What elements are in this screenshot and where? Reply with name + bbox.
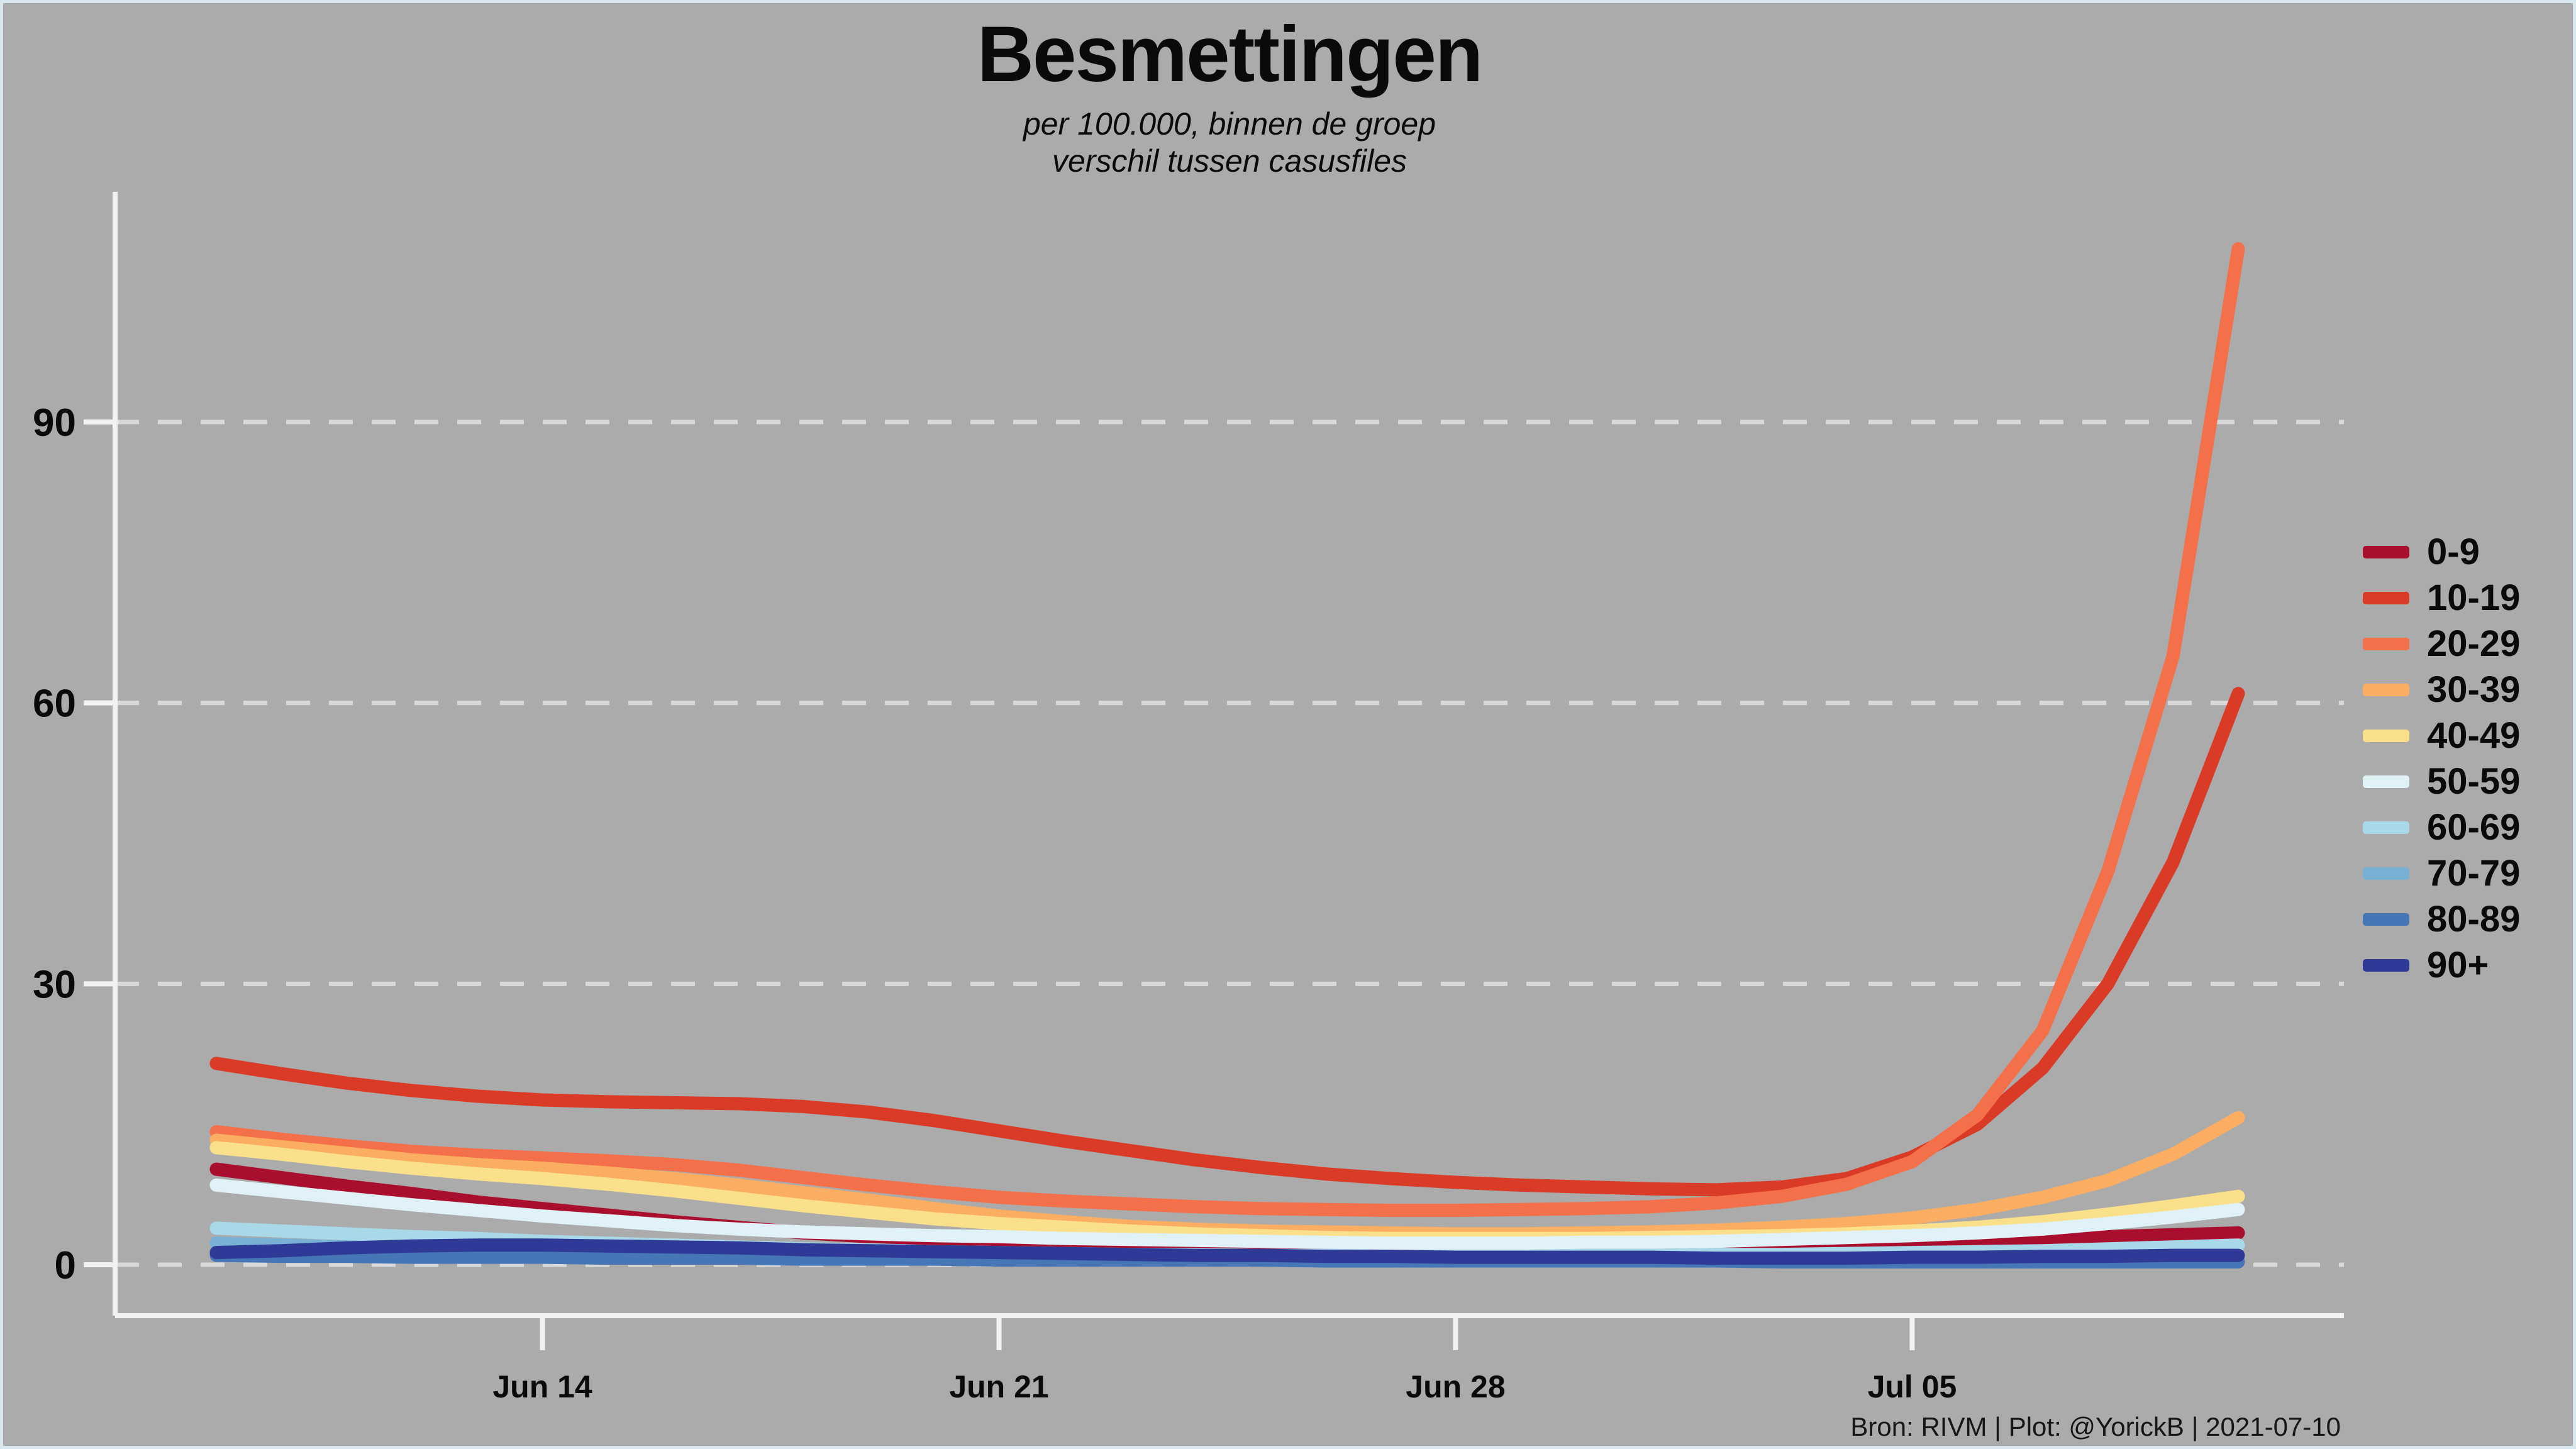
x-tick-label-Jun-21: Jun 21 <box>949 1369 1048 1404</box>
chart-legend: 0-9 10-19 20-29 30-39 40-49 50-59 60-69 70-79 80… <box>2363 529 2520 988</box>
legend-label-20-29: 20-29 <box>2427 623 2521 664</box>
page-subtitle-line2: verschil tussen casusfiles <box>1052 143 1407 179</box>
legend-swatch-10-19 <box>2363 591 2409 604</box>
legend-row-80-89: 80-89 <box>2363 896 2520 942</box>
legend-swatch-70-79 <box>2363 867 2409 880</box>
legend-swatch-50-59 <box>2363 775 2409 788</box>
legend-row-10-19: 10-19 <box>2363 575 2520 621</box>
source-credit: Bron: RIVM | Plot: @YorickB | 2021-07-10 <box>1850 1412 2341 1441</box>
legend-swatch-40-49 <box>2363 729 2409 742</box>
y-tick-label-90: 90 <box>33 401 76 445</box>
x-tick-label-Jul-05: Jul 05 <box>1868 1369 1957 1404</box>
legend-row-70-79: 70-79 <box>2363 850 2520 896</box>
legend-label-40-49: 40-49 <box>2427 714 2521 756</box>
legend-row-40-49: 40-49 <box>2363 713 2520 758</box>
y-tick-label-0: 0 <box>55 1244 76 1287</box>
tick-labels: 0 30 60 90 Jun 14 Jun 21 Jun 28 Jul 05 <box>33 401 1957 1404</box>
line-series-90+ <box>209 1238 2245 1265</box>
legend-swatch-0-9 <box>2363 545 2409 558</box>
legend-row-20-29: 20-29 <box>2363 621 2520 667</box>
legend-label-50-59: 50-59 <box>2427 760 2521 802</box>
x-tick-label-Jun-14: Jun 14 <box>492 1369 592 1404</box>
legend-row-30-39: 30-39 <box>2363 667 2520 713</box>
x-tick-label-Jun-28: Jun 28 <box>1406 1369 1505 1404</box>
legend-row-50-59: 50-59 <box>2363 758 2520 804</box>
line-chart: 0 30 60 90 Jun 14 Jun 21 Jun 28 Jul 05 <box>33 192 2344 1404</box>
line-series-10-19 <box>209 687 2245 1197</box>
page-subtitle-line1: per 100.000, binnen de groep <box>1023 106 1436 142</box>
y-tick-label-60: 60 <box>33 682 76 726</box>
page-title: Besmettingen <box>977 11 1484 98</box>
legend-swatch-80-89 <box>2363 913 2409 926</box>
legend-row-0-9: 0-9 <box>2363 529 2520 575</box>
line-series-20-29 <box>209 242 2245 1218</box>
legend-row-90+: 90+ <box>2363 942 2520 988</box>
legend-label-10-19: 10-19 <box>2427 577 2521 618</box>
y-tick-label-30: 30 <box>33 963 76 1006</box>
legend-label-80-89: 80-89 <box>2427 898 2521 940</box>
legend-row-60-69: 60-69 <box>2363 804 2520 850</box>
legend-swatch-30-39 <box>2363 683 2409 696</box>
legend-label-60-69: 60-69 <box>2427 806 2521 848</box>
legend-swatch-90+ <box>2363 958 2409 972</box>
legend-label-0-9: 0-9 <box>2427 531 2480 572</box>
series-lines <box>209 242 2245 1269</box>
legend-swatch-60-69 <box>2363 821 2409 834</box>
legend-label-90+: 90+ <box>2427 944 2489 985</box>
legend-label-70-79: 70-79 <box>2427 852 2521 894</box>
axes <box>84 192 2344 1350</box>
legend-label-30-39: 30-39 <box>2427 669 2521 710</box>
line-series-50-59 <box>209 1178 2245 1250</box>
gridlines <box>115 419 2344 1267</box>
legend-swatch-20-29 <box>2363 637 2409 650</box>
